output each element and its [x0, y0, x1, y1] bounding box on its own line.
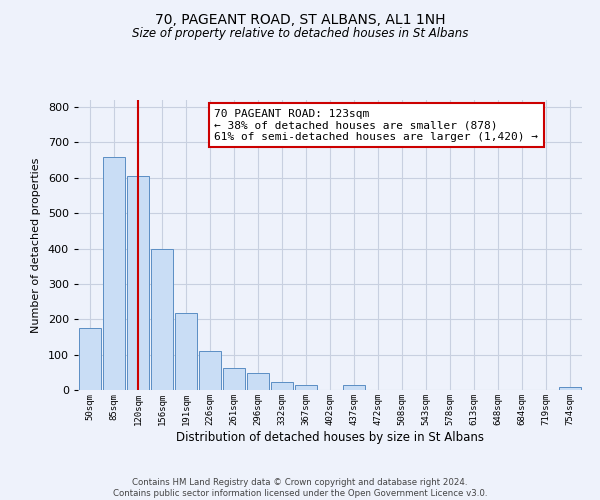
Bar: [175, 313, 197, 390]
Bar: [295, 385, 317, 390]
Bar: [151, 248, 173, 390]
Text: Size of property relative to detached houses in St Albans: Size of property relative to detached ho…: [132, 28, 468, 40]
Bar: [79, 328, 101, 390]
Bar: [199, 351, 221, 390]
Text: 70 PAGEANT ROAD: 123sqm
← 38% of detached houses are smaller (878)
61% of semi-d: 70 PAGEANT ROAD: 123sqm ← 38% of detache…: [214, 108, 538, 142]
Bar: [559, 387, 581, 390]
Bar: [223, 368, 245, 390]
Bar: [343, 385, 365, 390]
Bar: [271, 382, 293, 390]
Text: 70, PAGEANT ROAD, ST ALBANS, AL1 1NH: 70, PAGEANT ROAD, ST ALBANS, AL1 1NH: [155, 12, 445, 26]
X-axis label: Distribution of detached houses by size in St Albans: Distribution of detached houses by size …: [176, 430, 484, 444]
Bar: [247, 374, 269, 390]
Bar: [127, 176, 149, 390]
Bar: [103, 156, 125, 390]
Y-axis label: Number of detached properties: Number of detached properties: [31, 158, 41, 332]
Text: Contains HM Land Registry data © Crown copyright and database right 2024.
Contai: Contains HM Land Registry data © Crown c…: [113, 478, 487, 498]
